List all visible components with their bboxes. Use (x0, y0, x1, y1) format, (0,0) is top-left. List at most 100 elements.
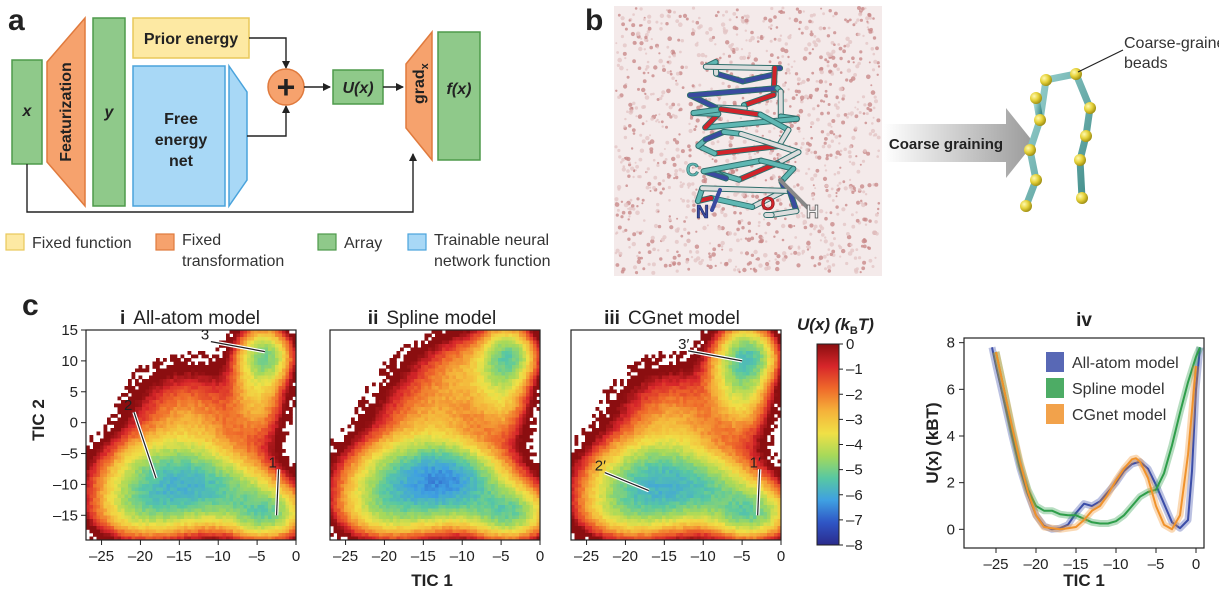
line-x-tick: –5 (1148, 556, 1165, 573)
colorbar: 0 –1 –2 –3 –4 –5 –6 –7 –8 (816, 336, 863, 554)
heatmap-title-ii: ii Spline model (368, 308, 496, 329)
line-y-tick: 2 (947, 475, 955, 492)
legend-text-fixed-function: Fixed function (32, 235, 132, 252)
free-energy-net-box (132, 65, 226, 207)
prior-energy-box (132, 17, 250, 59)
molecule-render (687, 59, 810, 218)
colorbar-tick: –4 (846, 437, 863, 454)
line-y-tick: 8 (947, 335, 955, 352)
series-line-1 (995, 346, 1201, 525)
heatmap-title-i: i All-atom model (120, 308, 260, 329)
line-x-tick: 0 (1192, 556, 1200, 573)
y-array-box (92, 17, 126, 207)
y-tick-label: 0 (70, 415, 78, 432)
line-chart-title: iv (1076, 310, 1092, 331)
atom-label-n: N (696, 202, 709, 222)
x-tick-label: –20 (613, 548, 638, 565)
colorbar-tick: –6 (846, 487, 863, 504)
state-annotation: 1′ (750, 454, 761, 471)
legend-swatch-0 (1046, 352, 1064, 372)
x-tick-label: –20 (128, 548, 153, 565)
colorbar-tick: –1 (846, 361, 863, 378)
f-array-label: f(x) (447, 81, 472, 98)
atom-label-o: O (761, 194, 775, 214)
x-tick-label: 0 (536, 548, 544, 565)
state-annotation: 1 (269, 454, 277, 471)
colorbar-tick: –5 (846, 462, 863, 479)
free-energy-net-head (228, 63, 248, 209)
line-x-label: TIC 1 (1063, 571, 1105, 590)
u-array-box (332, 69, 384, 105)
cg-label-line-1: Coarse-grained (1124, 35, 1219, 52)
x-tick-label: –15 (652, 548, 677, 565)
legend-swatch-fixed-transformation (155, 233, 175, 251)
colorbar-tick: 0 (846, 336, 854, 353)
x-array-label: x (22, 103, 33, 120)
grad-block (405, 29, 433, 163)
panel-b: b C N O H Coarse graining (585, 4, 1219, 276)
x-tick-label: –25 (574, 548, 599, 565)
featurization-label: Featurization (58, 62, 75, 162)
x-tick-label: –25 (333, 548, 358, 565)
water-molecules (614, 6, 881, 275)
atom-label-h: H (806, 202, 819, 222)
y-tick-label: –10 (53, 476, 78, 493)
heatmap-axes: –25 –20 –15 –10 –5 0 –25 –20 –15 –10 –5 0 –25 –20 –15–… (53, 322, 785, 565)
line-chart-iv: iv –25 –20 –15 –10 –5 0 8 6 4 2 0 TIC 1 U(x) (kBT) All… (923, 310, 1205, 590)
line-x-tick: –15 (1063, 556, 1088, 573)
panel-c: c i All-atom model ii Spline model iii CGne… (22, 289, 1205, 590)
line-x-tick: –25 (983, 556, 1008, 573)
cg-label-line-2: beads (1124, 55, 1168, 72)
x-tick-label: –20 (372, 548, 397, 565)
y-array-label: y (104, 104, 115, 121)
legend-text-fixed-1: Fixed (182, 232, 221, 249)
panel-a: a x Featurization y Prior energy Free en… (5, 4, 551, 270)
free-energy-line-3: net (169, 153, 194, 170)
series-line-2 (995, 351, 1197, 531)
colorbar-label: U(x) (kBT) (797, 315, 874, 337)
legend-swatch-trainable (407, 233, 427, 251)
legend-text-fixed-2: transformation (182, 253, 284, 270)
panel-label-c: c (22, 289, 39, 322)
line-y-tick: 4 (947, 428, 955, 445)
line-x-tick: –10 (1103, 556, 1128, 573)
legend-label-2: CGnet model (1072, 407, 1166, 424)
x-tick-label: –5 (493, 548, 510, 565)
y-tick-label: –5 (61, 446, 78, 463)
y-tick-label: 10 (61, 353, 78, 370)
legend-label-1: Spline model (1072, 381, 1165, 398)
f-array-box (437, 31, 481, 161)
panel-label-b: b (585, 4, 603, 37)
prior-to-sum-arrow (249, 37, 290, 69)
x-tick-label: 0 (292, 548, 300, 565)
x-array-box (11, 59, 43, 165)
colorbar-tick: –2 (846, 386, 863, 403)
line-y-label: U(x) (kBT) (923, 402, 942, 483)
cg-pointer-line (1077, 49, 1124, 73)
free-energy-line-2: energy (155, 132, 208, 149)
legend-text-trainable-2: network function (434, 253, 551, 270)
tic2-axis-label: TIC 2 (29, 399, 48, 441)
line-y-tick: 6 (947, 381, 955, 398)
legend-text-trainable-1: Trainable neural (434, 232, 549, 249)
legend-text-array: Array (344, 235, 382, 252)
colorbar-gradient (816, 343, 840, 546)
state-annotation: 2′ (595, 458, 606, 475)
atom-label-c: C (686, 160, 699, 180)
x-to-grad-arrow (26, 153, 417, 213)
legend-label-0: All-atom model (1072, 355, 1179, 372)
state-annotation: 2 (124, 397, 132, 414)
x-tick-label: –10 (206, 548, 231, 565)
legend-swatch-2 (1046, 404, 1064, 424)
line-chart-frame (963, 337, 1205, 549)
legend-swatch-fixed-function (5, 233, 25, 251)
x-tick-label: –25 (89, 548, 114, 565)
net-to-sum-arrow (247, 105, 290, 137)
colorbar-tick: –8 (846, 537, 863, 554)
y-tick-label: 5 (70, 384, 78, 401)
y-tick-label: –15 (53, 507, 78, 524)
heatmap-title-iii: iii CGnet model (604, 308, 740, 329)
free-energy-line-1: Free (164, 111, 198, 128)
colorbar-tick: –7 (846, 512, 863, 529)
